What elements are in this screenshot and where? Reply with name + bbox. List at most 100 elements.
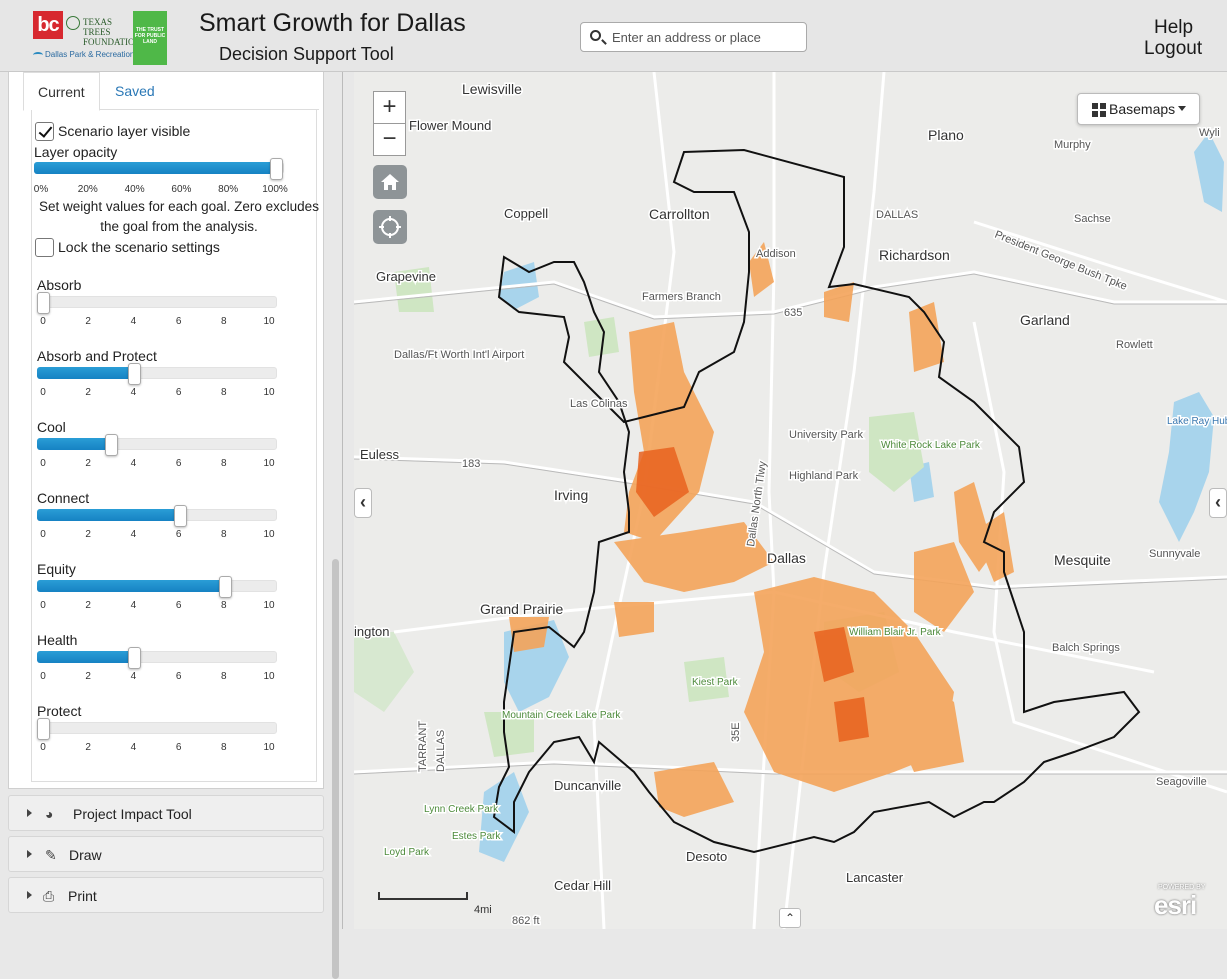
expand-attribution-button[interactable]: ⌃ [779, 908, 801, 928]
goal-slider[interactable] [37, 434, 277, 456]
tick-label: 6 [175, 600, 182, 611]
label-sunnyvale: Sunnyvale [1149, 548, 1200, 560]
goal-label: Cool [37, 419, 66, 435]
label-university-park: University Park [789, 429, 863, 441]
printer-icon: ⎙ [43, 888, 55, 904]
lock-settings-label: Lock the scenario settings [58, 239, 220, 255]
slider-handle[interactable] [219, 576, 233, 598]
expand-right-panel-button[interactable]: ‹ [1209, 488, 1227, 518]
label-white-rock: White Rock Lake Park [881, 440, 981, 451]
tab-current[interactable]: Current [23, 72, 100, 111]
label-irving: Irving [554, 487, 588, 503]
tick-label: 4 [130, 387, 137, 398]
goal-slider[interactable] [37, 647, 277, 669]
slider-handle[interactable] [173, 505, 187, 527]
label-arlington: ington [354, 624, 389, 639]
slider-track [37, 296, 277, 308]
scale-bar [378, 892, 468, 900]
tick-label: 6 [175, 529, 182, 540]
tick-label: 10 [263, 671, 275, 682]
map-view[interactable]: Lewisville Flower Mound Plano Murphy Wyl… [354, 72, 1227, 929]
label-tollway: Dallas North Tlwy [745, 460, 769, 547]
tick-label: 0 [40, 316, 46, 327]
label-sachse: Sachse [1074, 213, 1111, 225]
label-estes-park: Estes Park [452, 831, 501, 842]
goal-slider[interactable] [37, 363, 277, 385]
slider-handle[interactable] [128, 363, 142, 385]
accordion-draw[interactable]: ✎ Draw [8, 836, 324, 872]
dallas-city-boundary [492, 148, 1141, 854]
tick-label: 2 [85, 387, 91, 398]
pie-chart-icon: ◕ [45, 806, 54, 822]
tick-label: 2 [85, 600, 91, 611]
caret-right-icon [27, 891, 32, 899]
bc-logo: bc [33, 11, 63, 39]
label-addison: Addison [756, 248, 796, 260]
tick-label: 2 [85, 316, 91, 327]
esri-powered-by: POWERED BY [1158, 884, 1206, 891]
goal-label: Absorb [37, 277, 82, 293]
tick-label: 10 [263, 316, 275, 327]
help-link[interactable]: Help [1154, 17, 1194, 38]
goal-slider[interactable] [37, 718, 277, 740]
goal-slider[interactable] [37, 292, 277, 314]
texas-trees-logo: TEXAS TREES FOUNDATION [66, 12, 141, 47]
collapse-sidebar-button[interactable]: ‹ [354, 488, 372, 518]
label-dallas: Dallas [767, 550, 806, 566]
goal-ticks: 0 2 4 6 8 10 [40, 316, 274, 330]
tab-saved[interactable]: Saved [115, 83, 155, 99]
tick-label: 60% [171, 184, 192, 195]
label-plano: Plano [928, 127, 964, 143]
slider-handle[interactable] [128, 647, 142, 669]
tick-label: 10 [263, 529, 275, 540]
opacity-slider[interactable] [34, 158, 284, 180]
goal-label: Connect [37, 490, 90, 506]
search-icon[interactable] [590, 30, 601, 41]
label-cedar-hill: Cedar Hill [554, 878, 611, 893]
tick-label: 80% [218, 184, 239, 195]
label-pgbt: President George Bush Tpke [993, 229, 1129, 293]
label-lancaster: Lancaster [846, 870, 904, 885]
logout-link[interactable]: Logout [1144, 38, 1203, 59]
tick-label: 8 [221, 529, 227, 540]
dallas-park-rec-logo: Dallas Park & Recreation [33, 50, 134, 59]
slider-handle[interactable] [37, 718, 50, 740]
tick-label: 10 [263, 387, 275, 398]
label-grapevine: Grapevine [376, 269, 436, 284]
home-button[interactable] [373, 165, 407, 199]
tick-label: 40% [124, 184, 145, 195]
slider-handle[interactable] [105, 434, 119, 456]
tab-bar: Current Saved [23, 72, 319, 111]
grid-icon [1092, 103, 1106, 117]
scenario-visible-checkbox[interactable] [35, 122, 54, 141]
goal-ticks: 0 2 4 6 8 10 [40, 529, 274, 543]
slider-handle[interactable] [270, 158, 283, 180]
locate-button[interactable] [373, 210, 407, 244]
slider-fill [37, 367, 135, 379]
tick-label: 8 [221, 600, 227, 611]
swoosh-icon [33, 51, 43, 58]
label-wylie: Wyli [1199, 127, 1220, 139]
accordion-project-impact[interactable]: ◕ Project Impact Tool [8, 795, 324, 831]
label-highland-park: Highland Park [789, 470, 859, 482]
search-input[interactable] [610, 27, 800, 47]
accordion-label: Draw [69, 847, 102, 863]
zoom-in-button[interactable]: + [373, 91, 406, 124]
tick-label: 4 [130, 316, 137, 327]
brush-icon: ✎ [45, 847, 57, 863]
goal-slider[interactable] [37, 576, 277, 598]
search-box[interactable] [580, 22, 807, 52]
home-icon [381, 174, 399, 190]
tick-label: 4 [130, 600, 137, 611]
label-farmers-branch: Farmers Branch [642, 291, 721, 303]
slider-handle[interactable] [37, 292, 50, 314]
label-desoto: Desoto [686, 849, 727, 864]
accordion-print[interactable]: ⎙ Print [8, 877, 324, 913]
lock-settings-checkbox[interactable] [35, 238, 54, 257]
basemaps-button[interactable]: Basemaps [1077, 93, 1200, 125]
zoom-out-button[interactable]: − [373, 123, 406, 156]
sidebar-scrollbar[interactable] [332, 559, 339, 979]
goal-slider[interactable] [37, 505, 277, 527]
tick-label: 8 [221, 387, 227, 398]
label-dfw-airport: Dallas/Ft Worth Int'l Airport [394, 349, 524, 361]
